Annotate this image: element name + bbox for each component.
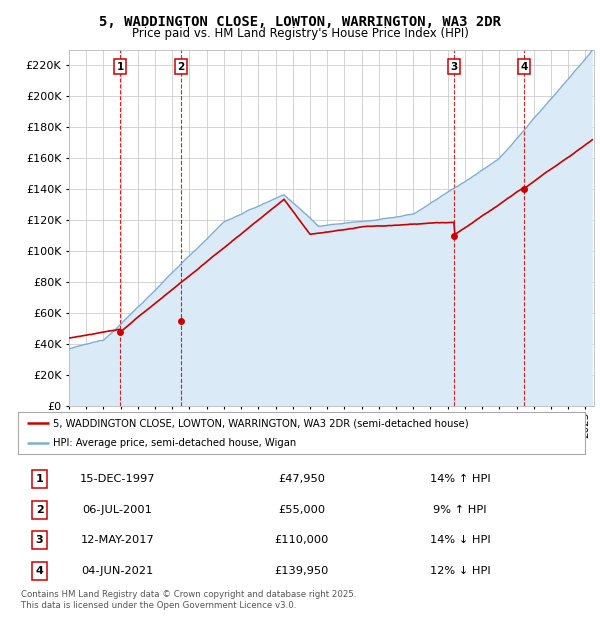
Text: 15-DEC-1997: 15-DEC-1997 xyxy=(79,474,155,484)
Text: £139,950: £139,950 xyxy=(274,565,329,575)
Text: £47,950: £47,950 xyxy=(278,474,325,484)
Text: 2: 2 xyxy=(178,61,185,72)
Text: 5, WADDINGTON CLOSE, LOWTON, WARRINGTON, WA3 2DR: 5, WADDINGTON CLOSE, LOWTON, WARRINGTON,… xyxy=(99,16,501,30)
Text: 3: 3 xyxy=(450,61,458,72)
Text: 12-MAY-2017: 12-MAY-2017 xyxy=(80,535,154,545)
Text: Price paid vs. HM Land Registry's House Price Index (HPI): Price paid vs. HM Land Registry's House … xyxy=(131,27,469,40)
Text: 2: 2 xyxy=(35,505,43,515)
Text: 06-JUL-2001: 06-JUL-2001 xyxy=(82,505,152,515)
Text: £55,000: £55,000 xyxy=(278,505,325,515)
Text: 5, WADDINGTON CLOSE, LOWTON, WARRINGTON, WA3 2DR (semi-detached house): 5, WADDINGTON CLOSE, LOWTON, WARRINGTON,… xyxy=(53,418,469,428)
Text: 3: 3 xyxy=(36,535,43,545)
Text: 9% ↑ HPI: 9% ↑ HPI xyxy=(433,505,487,515)
Text: 1: 1 xyxy=(116,61,124,72)
Text: 1: 1 xyxy=(35,474,43,484)
Text: 4: 4 xyxy=(520,61,527,72)
Text: 12% ↓ HPI: 12% ↓ HPI xyxy=(430,565,491,575)
Text: 14% ↑ HPI: 14% ↑ HPI xyxy=(430,474,491,484)
Text: £110,000: £110,000 xyxy=(274,535,329,545)
Text: 14% ↓ HPI: 14% ↓ HPI xyxy=(430,535,491,545)
Text: 04-JUN-2021: 04-JUN-2021 xyxy=(81,565,154,575)
Text: 4: 4 xyxy=(35,565,43,575)
Text: Contains HM Land Registry data © Crown copyright and database right 2025.
This d: Contains HM Land Registry data © Crown c… xyxy=(21,590,356,609)
Text: HPI: Average price, semi-detached house, Wigan: HPI: Average price, semi-detached house,… xyxy=(53,438,296,448)
